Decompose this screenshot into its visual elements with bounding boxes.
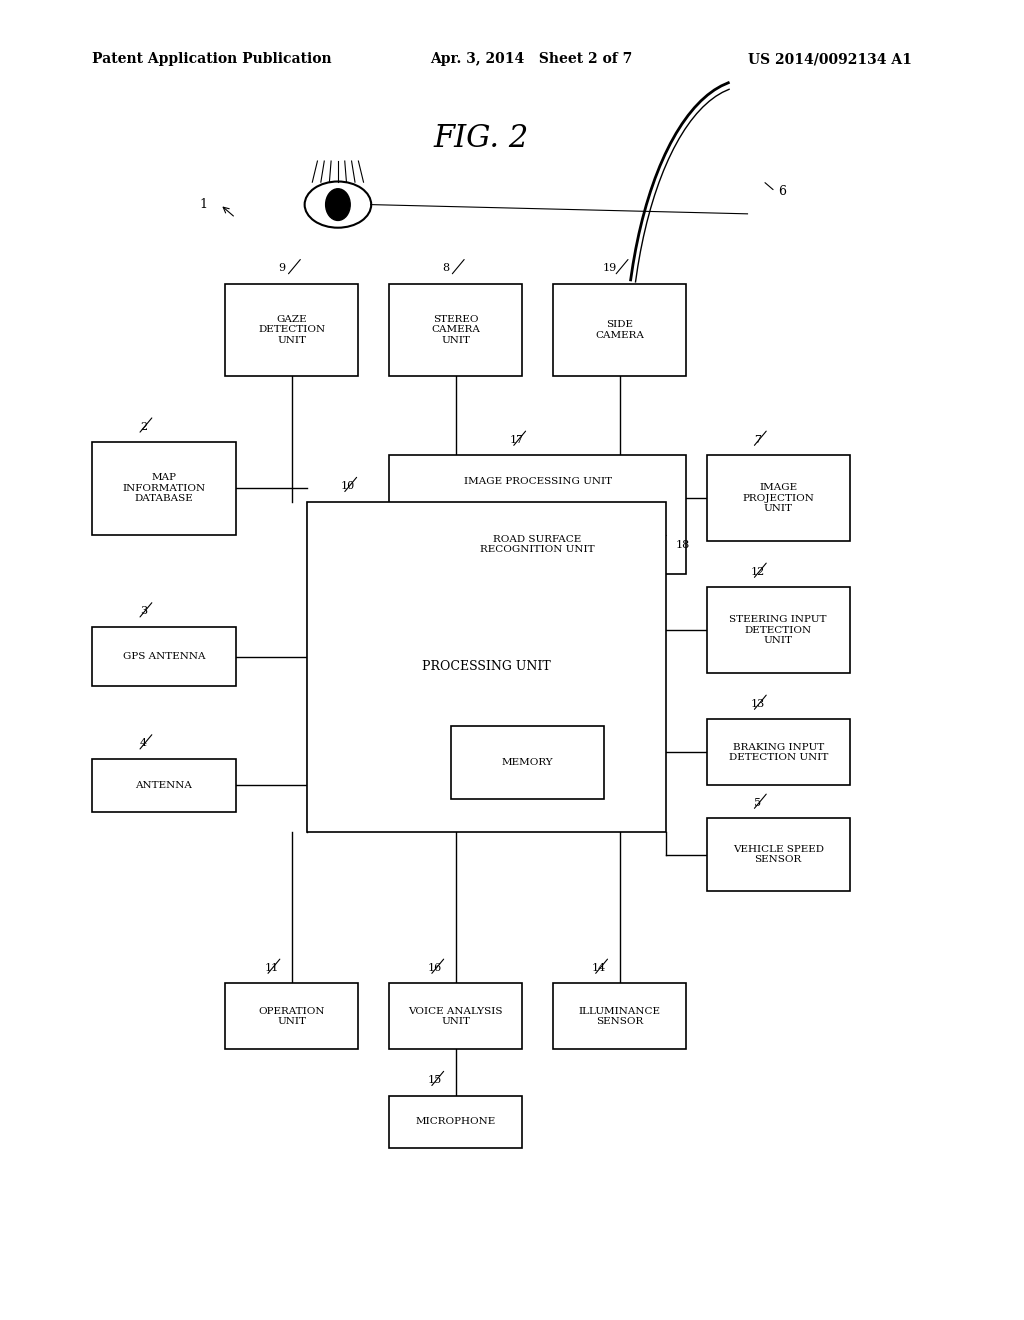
Text: US 2014/0092134 A1: US 2014/0092134 A1 [748, 53, 911, 66]
Text: ROAD SURFACE
RECOGNITION UNIT: ROAD SURFACE RECOGNITION UNIT [480, 535, 595, 554]
FancyBboxPatch shape [389, 983, 522, 1049]
FancyBboxPatch shape [92, 627, 236, 686]
Text: 4: 4 [140, 738, 146, 748]
Text: STEREO
CAMERA
UNIT: STEREO CAMERA UNIT [431, 315, 480, 345]
Text: IMAGE PROCESSING UNIT: IMAGE PROCESSING UNIT [464, 478, 611, 486]
Text: 18: 18 [676, 540, 690, 549]
FancyBboxPatch shape [225, 284, 358, 376]
Text: 15: 15 [428, 1074, 442, 1085]
Text: OPERATION
UNIT: OPERATION UNIT [259, 1007, 325, 1026]
Text: MICROPHONE: MICROPHONE [416, 1118, 496, 1126]
Text: 19: 19 [602, 263, 616, 273]
Text: IMAGE
PROJECTION
UNIT: IMAGE PROJECTION UNIT [742, 483, 814, 513]
FancyBboxPatch shape [553, 983, 686, 1049]
Text: ANTENNA: ANTENNA [135, 781, 193, 789]
Text: 7: 7 [755, 434, 761, 445]
Text: GAZE
DETECTION
UNIT: GAZE DETECTION UNIT [258, 315, 326, 345]
Text: 9: 9 [279, 263, 285, 273]
Text: PROCESSING UNIT: PROCESSING UNIT [422, 660, 551, 673]
FancyBboxPatch shape [707, 455, 850, 541]
Text: MEMORY: MEMORY [502, 758, 553, 767]
Text: 2: 2 [140, 421, 146, 432]
FancyBboxPatch shape [92, 442, 236, 535]
Text: 13: 13 [751, 698, 765, 709]
Text: 8: 8 [442, 263, 449, 273]
Text: VEHICLE SPEED
SENSOR: VEHICLE SPEED SENSOR [733, 845, 823, 865]
Text: FIG. 2: FIG. 2 [433, 123, 529, 154]
FancyBboxPatch shape [225, 983, 358, 1049]
Text: MAP
INFORMATION
DATABASE: MAP INFORMATION DATABASE [122, 474, 206, 503]
Text: 3: 3 [140, 606, 146, 616]
Text: 16: 16 [428, 962, 442, 973]
FancyBboxPatch shape [707, 719, 850, 785]
Circle shape [326, 189, 350, 220]
Text: ILLUMINANCE
SENSOR: ILLUMINANCE SENSOR [579, 1007, 660, 1026]
Text: 17: 17 [510, 434, 524, 445]
Text: 1: 1 [200, 198, 208, 211]
Text: BRAKING INPUT
DETECTION UNIT: BRAKING INPUT DETECTION UNIT [728, 743, 828, 762]
Text: 12: 12 [751, 566, 765, 577]
FancyBboxPatch shape [389, 1096, 522, 1148]
Text: Apr. 3, 2014   Sheet 2 of 7: Apr. 3, 2014 Sheet 2 of 7 [430, 53, 633, 66]
FancyBboxPatch shape [92, 759, 236, 812]
Text: GPS ANTENNA: GPS ANTENNA [123, 652, 205, 661]
Text: 10: 10 [341, 480, 355, 491]
FancyBboxPatch shape [389, 284, 522, 376]
Text: Patent Application Publication: Patent Application Publication [92, 53, 332, 66]
FancyBboxPatch shape [707, 818, 850, 891]
Text: VOICE ANALYSIS
UNIT: VOICE ANALYSIS UNIT [409, 1007, 503, 1026]
Text: SIDE
CAMERA: SIDE CAMERA [595, 321, 644, 339]
Text: 5: 5 [755, 797, 761, 808]
FancyBboxPatch shape [553, 284, 686, 376]
FancyBboxPatch shape [425, 515, 650, 574]
FancyBboxPatch shape [389, 455, 686, 574]
FancyBboxPatch shape [707, 587, 850, 673]
FancyBboxPatch shape [451, 726, 604, 799]
Text: 11: 11 [264, 962, 279, 973]
FancyBboxPatch shape [307, 502, 666, 832]
Text: 14: 14 [592, 962, 606, 973]
Text: STEERING INPUT
DETECTION
UNIT: STEERING INPUT DETECTION UNIT [729, 615, 827, 645]
Text: 6: 6 [778, 185, 786, 198]
